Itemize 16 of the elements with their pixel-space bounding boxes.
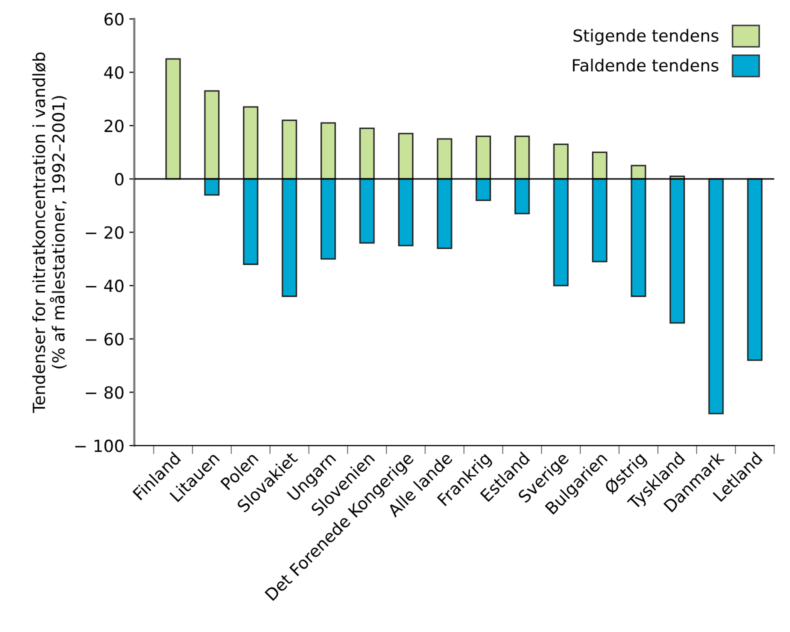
y-tick-label: − 40: [86, 280, 124, 292]
y-tick-label: − 60: [86, 332, 124, 346]
legend-label: Stigende tendens: [574, 28, 718, 46]
bar: [670, 178, 685, 324]
bar: [708, 178, 724, 414]
y-tick-label: 60: [104, 12, 124, 26]
y-tick-label: − 20: [86, 226, 124, 239]
y-tick-label: 20: [104, 120, 124, 132]
y-axis-title: Tendenser for nitratkoncentration i vandløb (% af målestationer, 1992–2001): [32, 52, 67, 413]
bar: [165, 58, 181, 180]
y-tick-label: 0: [115, 172, 124, 186]
y-tick-label: − 100: [75, 440, 124, 452]
y-tick-label: 40: [104, 66, 124, 79]
bar: [747, 178, 762, 361]
y-tick-label: − 80: [86, 386, 124, 399]
legend-label: Faldende tendens: [572, 58, 718, 72]
